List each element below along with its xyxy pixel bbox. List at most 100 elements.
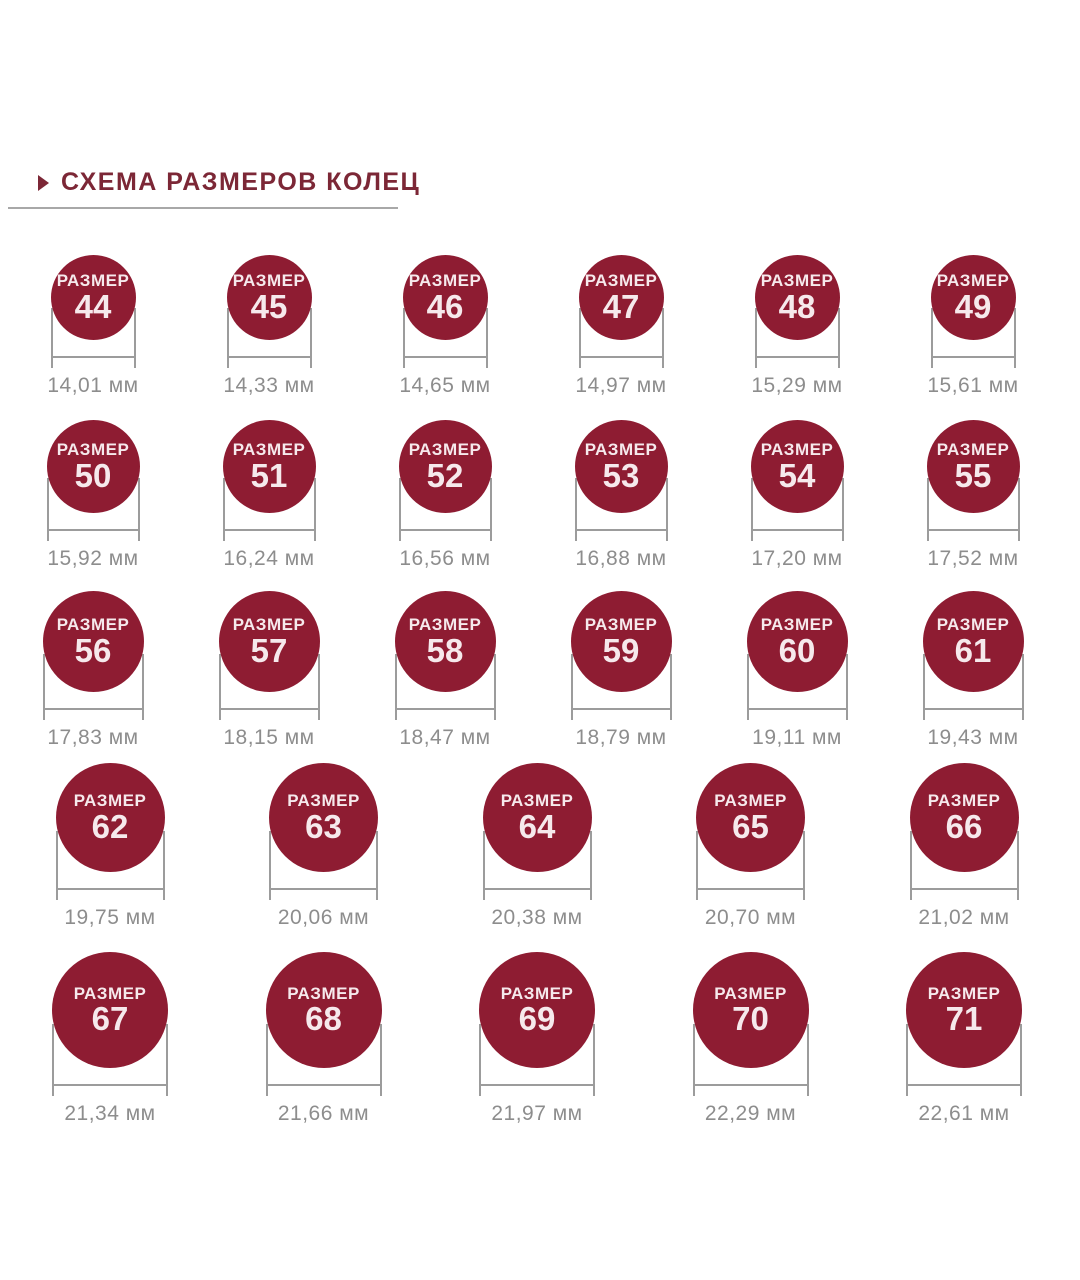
- size-number: 68: [305, 1000, 342, 1038]
- ring-size-item: РАЗМЕР 66 21,02 мм: [896, 763, 1032, 930]
- ring-size-item: РАЗМЕР 68 21,66 мм: [256, 952, 392, 1126]
- ring-size-item: РАЗМЕР 51 16,24 мм: [208, 420, 330, 571]
- diameter-value-label: 16,24 мм: [223, 547, 315, 570]
- ring-size-circle: РАЗМЕР 68: [265, 952, 382, 1068]
- page-title: СХЕМА РАЗМЕРОВ КОЛЕЦ: [61, 168, 421, 196]
- diameter-value-label: 15,92 мм: [47, 547, 139, 570]
- diameter-dimension-line: [42, 654, 144, 720]
- diameter-dimension-line: [46, 478, 140, 541]
- diameter-value-label: 22,61 мм: [918, 1102, 1010, 1125]
- diameter-value-label: 20,38 мм: [491, 906, 583, 929]
- size-number: 71: [945, 1000, 983, 1038]
- ring-size-item: РАЗМЕР 47 14,97 мм: [560, 255, 682, 398]
- diameter-dimension-line: [750, 478, 844, 541]
- diameter-dimension-line: [692, 1024, 809, 1096]
- size-number: 58: [426, 631, 464, 669]
- size-word-label: РАЗМЕР: [56, 440, 130, 460]
- diameter-value-label: 21,66 мм: [277, 1102, 370, 1125]
- ring-size-item: РАЗМЕР 55 17,52 мм: [912, 420, 1034, 571]
- ring-size-item: РАЗМЕР 44 14,01 мм: [32, 255, 154, 398]
- ring-size-circle: РАЗМЕР 58: [394, 591, 496, 692]
- size-number: 61: [954, 631, 992, 669]
- diameter-dimension-line: [226, 308, 312, 368]
- ring-size-circle: РАЗМЕР 52: [398, 420, 492, 513]
- diameter-value-label: 15,29 мм: [751, 374, 843, 397]
- size-word-label: РАЗМЕР: [56, 271, 130, 291]
- ring-size-circle: РАЗМЕР 61: [922, 591, 1024, 692]
- diameter-dimension-line: [402, 308, 488, 368]
- ring-size-item: РАЗМЕР 49 15,61 мм: [912, 255, 1034, 398]
- size-number: 62: [91, 807, 129, 845]
- size-word-label: РАЗМЕР: [232, 615, 306, 635]
- size-word-label: РАЗМЕР: [584, 271, 658, 291]
- ring-size-item: РАЗМЕР 64 20,38 мм: [469, 763, 605, 930]
- size-word-label: РАЗМЕР: [408, 615, 482, 635]
- size-word-label: РАЗМЕР: [232, 440, 306, 460]
- size-word-label: РАЗМЕР: [936, 440, 1010, 460]
- diameter-value-label: 14,01 мм: [47, 374, 139, 397]
- size-word-label: РАЗМЕР: [584, 615, 658, 635]
- ring-size-circle: РАЗМЕР 48: [754, 255, 840, 340]
- ring-size-item: РАЗМЕР 70 22,29 мм: [683, 952, 819, 1126]
- ring-size-circle: РАЗМЕР 57: [218, 591, 320, 692]
- ring-size-item: РАЗМЕР 71 22,61 мм: [896, 952, 1032, 1126]
- ring-size-item: РАЗМЕР 46 14,65 мм: [384, 255, 506, 398]
- size-number: 46: [426, 287, 464, 325]
- ring-size-item: РАЗМЕР 59 18,79 мм: [560, 591, 682, 750]
- size-number: 45: [250, 287, 288, 325]
- size-number: 57: [250, 631, 288, 669]
- ring-size-circle: РАЗМЕР 55: [926, 420, 1020, 513]
- size-number: 69: [518, 1000, 556, 1038]
- ring-size-item: РАЗМЕР 65 20,70 мм: [683, 763, 819, 930]
- diameter-dimension-line: [926, 478, 1020, 541]
- ring-size-circle: РАЗМЕР 50: [46, 420, 140, 513]
- ring-size-circle: РАЗМЕР 63: [269, 763, 378, 872]
- size-number: 53: [602, 456, 640, 494]
- diameter-value-label: 14,97 мм: [575, 374, 667, 397]
- ring-size-row: РАЗМЕР 44 14,01 мм РАЗМЕР 45 14,33 мм РАЗМЕР 46…: [0, 255, 1080, 398]
- diameter-dimension-line: [55, 831, 165, 900]
- size-number: 65: [732, 807, 769, 845]
- diameter-value-label: 15,61 мм: [927, 374, 1019, 397]
- size-number: 56: [74, 631, 112, 669]
- diameter-value-label: 22,29 мм: [704, 1102, 797, 1125]
- diameter-value-label: 18,15 мм: [223, 726, 315, 749]
- size-number: 63: [305, 807, 342, 845]
- diameter-dimension-line: [222, 478, 316, 541]
- ring-size-circle: РАЗМЕР 51: [222, 420, 316, 513]
- size-word-label: РАЗМЕР: [408, 440, 482, 460]
- ring-size-circle: РАЗМЕР 46: [402, 255, 488, 340]
- size-number: 48: [778, 287, 816, 325]
- size-word-label: РАЗМЕР: [500, 791, 574, 811]
- ring-size-circle: РАЗМЕР 47: [578, 255, 664, 340]
- title-bullet-triangle-icon: [38, 174, 49, 191]
- ring-size-circle: РАЗМЕР 66: [909, 763, 1019, 872]
- size-word-label: РАЗМЕР: [584, 440, 658, 460]
- size-number: 67: [91, 1000, 129, 1038]
- ring-size-circle: РАЗМЕР 45: [226, 255, 312, 340]
- size-word-label: РАЗМЕР: [936, 271, 1010, 291]
- diameter-value-label: 16,88 мм: [575, 547, 667, 570]
- size-word-label: РАЗМЕР: [936, 615, 1010, 635]
- ring-size-circle: РАЗМЕР 65: [696, 763, 805, 872]
- size-number: 54: [778, 456, 816, 494]
- size-number: 60: [778, 631, 816, 669]
- ring-size-circle: РАЗМЕР 56: [42, 591, 144, 692]
- diameter-dimension-line: [394, 654, 496, 720]
- ring-size-circle: РАЗМЕР 71: [906, 952, 1022, 1068]
- size-number: 55: [954, 456, 992, 494]
- diameter-dimension-line: [50, 308, 136, 368]
- page-header: СХЕМА РАЗМЕРОВ КОЛЕЦ: [0, 168, 1080, 209]
- diameter-dimension-line: [696, 831, 805, 900]
- size-word-label: РАЗМЕР: [714, 791, 787, 811]
- size-word-label: РАЗМЕР: [500, 983, 574, 1003]
- ring-size-circle: РАЗМЕР 60: [746, 591, 848, 692]
- ring-size-circle: РАЗМЕР 67: [52, 952, 168, 1068]
- diameter-value-label: 16,56 мм: [399, 547, 491, 570]
- size-number: 44: [74, 287, 112, 325]
- diameter-value-label: 19,75 мм: [64, 906, 156, 929]
- size-number: 66: [945, 807, 983, 845]
- diameter-value-label: 19,43 мм: [927, 726, 1019, 749]
- ring-size-row: РАЗМЕР 62 19,75 мм РАЗМЕР 63 20,06 мм РАЗМЕР 64…: [0, 763, 1080, 930]
- diameter-dimension-line: [922, 654, 1024, 720]
